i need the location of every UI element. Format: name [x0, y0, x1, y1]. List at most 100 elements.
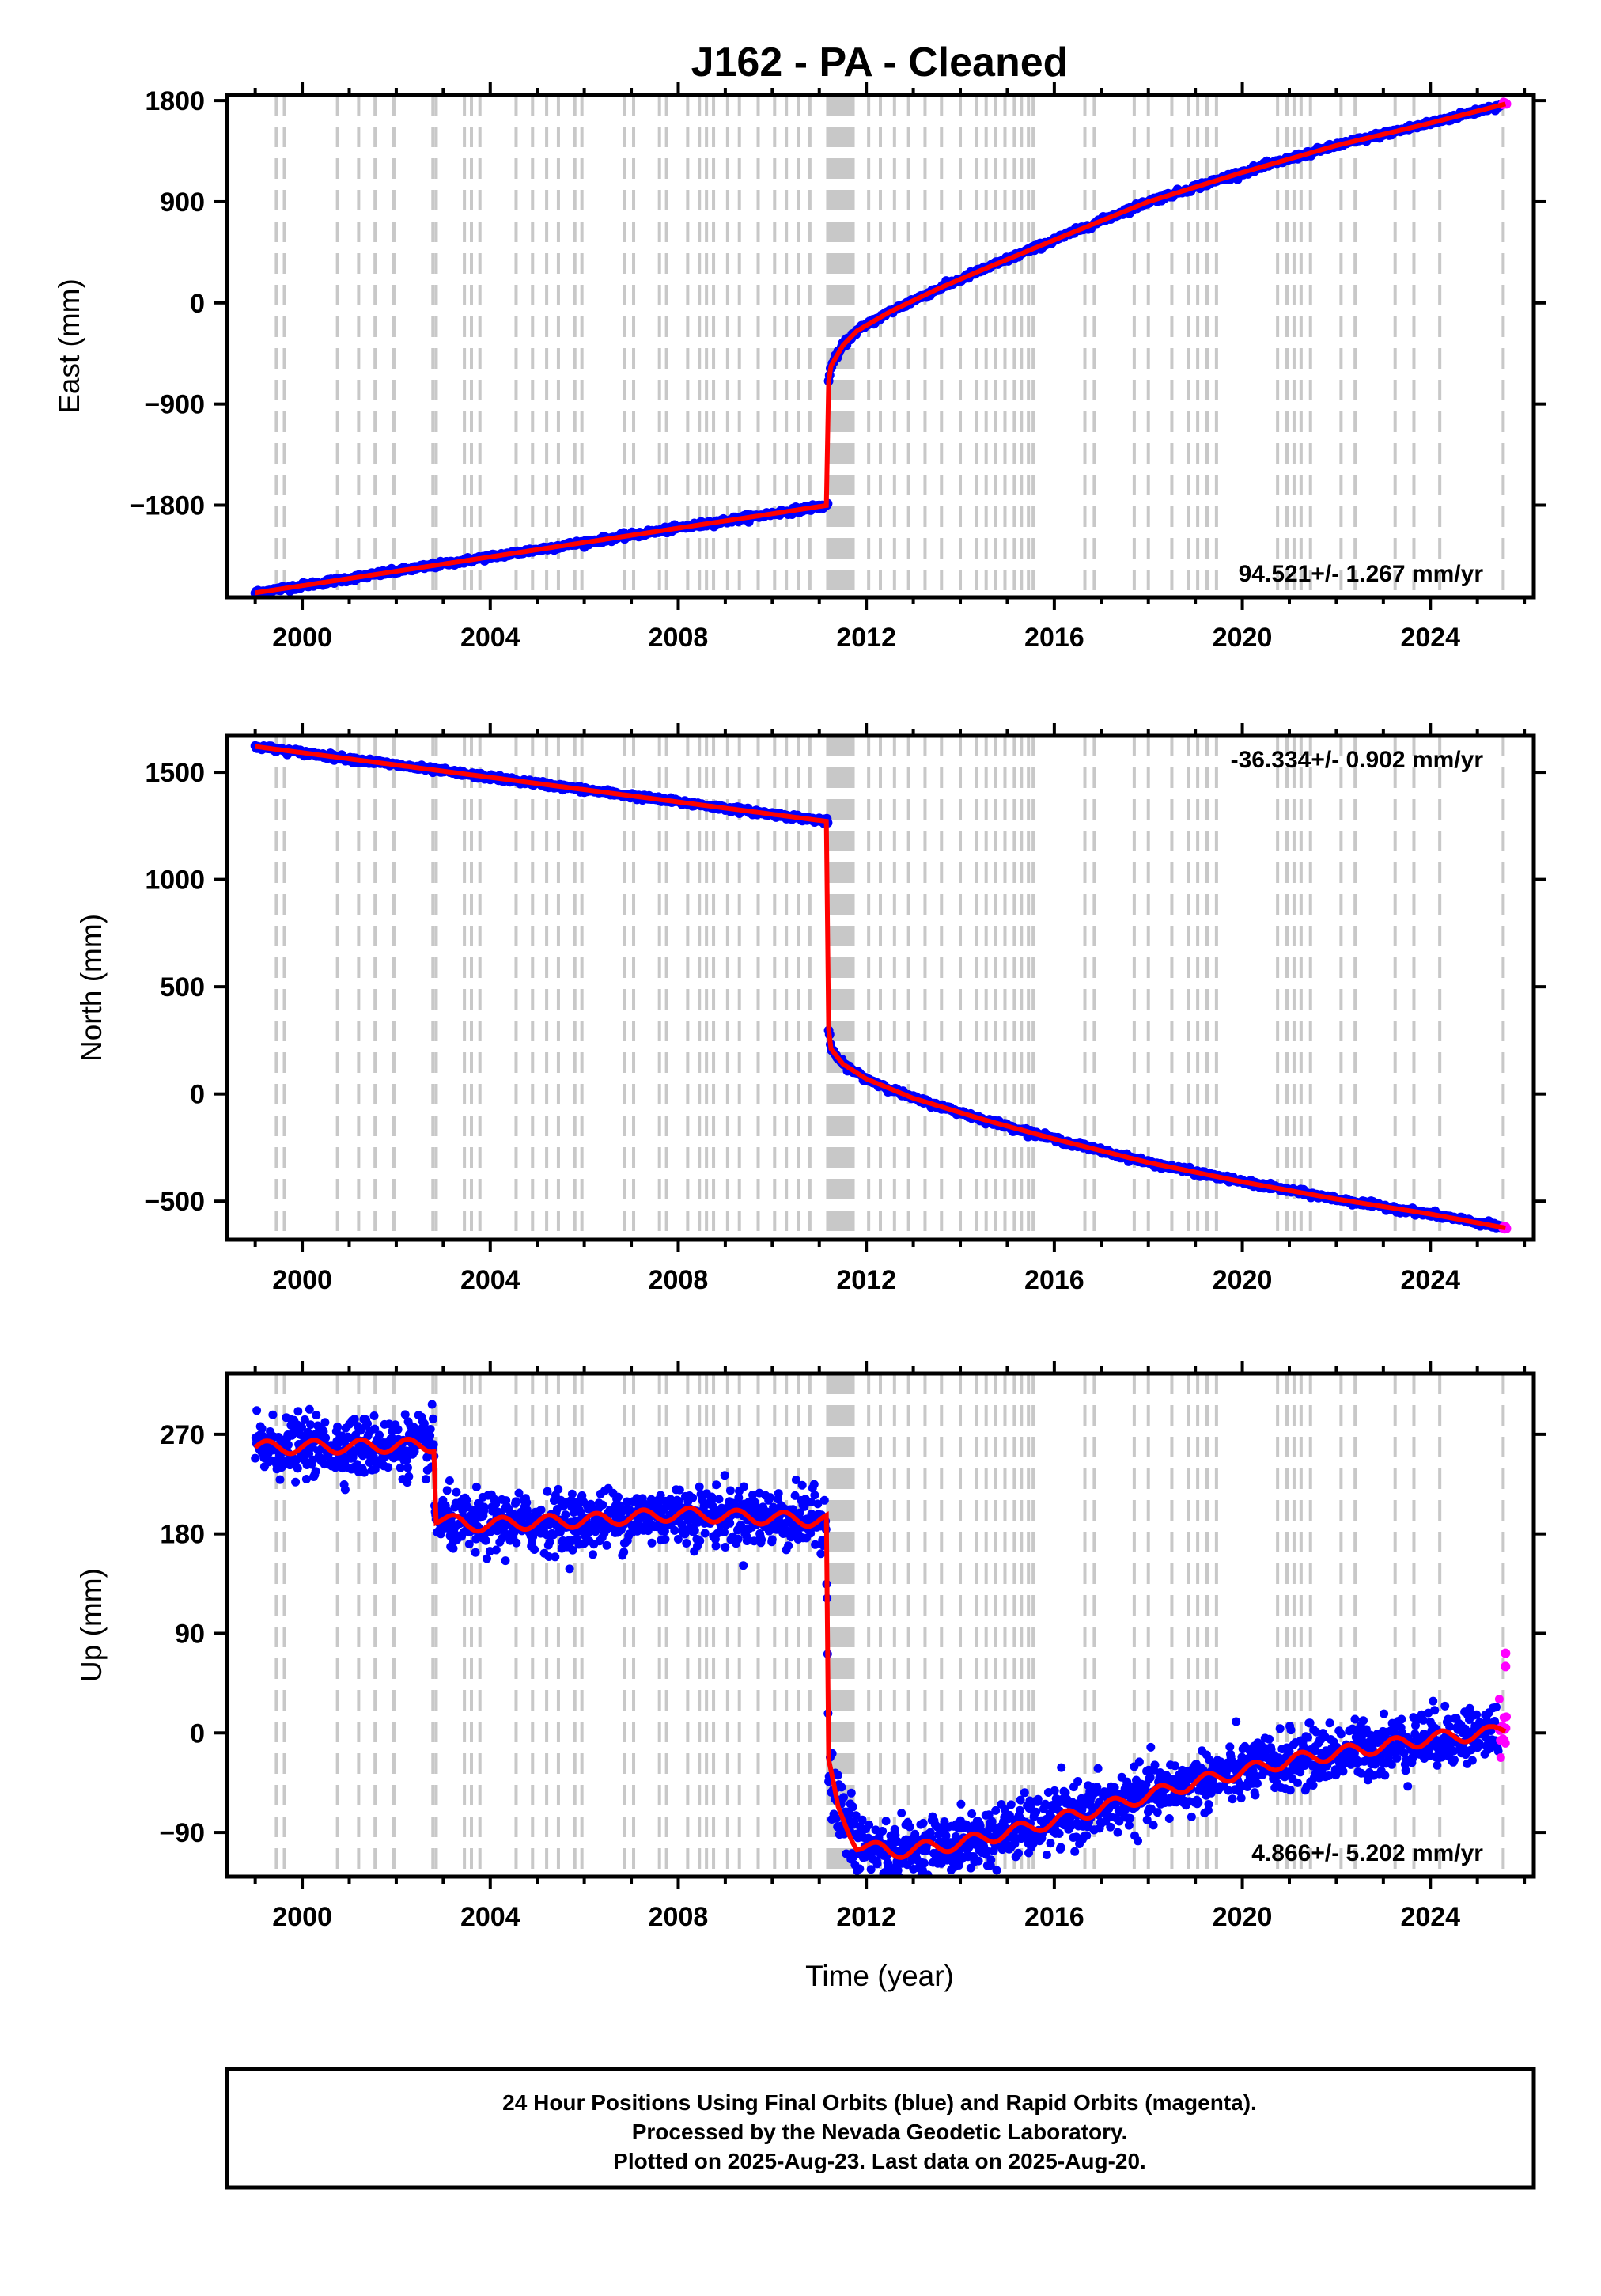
- data-point: [1159, 1791, 1168, 1801]
- data-point: [1149, 1821, 1158, 1830]
- data-point: [481, 1536, 490, 1545]
- data-point: [589, 1550, 597, 1559]
- data-point: [1033, 1794, 1043, 1804]
- data-point: [748, 1491, 757, 1499]
- data-point: [491, 1545, 501, 1555]
- data-point: [1054, 1829, 1064, 1838]
- x-tick-label: 2020: [1213, 623, 1273, 653]
- data-point: [865, 1821, 874, 1829]
- x-tick-label: 2004: [460, 623, 520, 653]
- data-point: [504, 1504, 513, 1514]
- x-tick-label: 2012: [836, 1265, 896, 1295]
- data-point: [311, 1467, 320, 1476]
- data-point: [690, 1525, 699, 1535]
- data-point: [483, 1554, 491, 1563]
- data-point: [851, 1811, 861, 1821]
- data-point: [846, 1788, 856, 1798]
- data-point: [816, 1549, 826, 1559]
- data-point: [800, 1502, 809, 1511]
- data-point: [695, 1482, 704, 1491]
- data-point: [833, 1771, 842, 1780]
- data-point: [567, 1489, 577, 1498]
- data-point: [1145, 1773, 1155, 1783]
- data-point: [1042, 1851, 1051, 1859]
- x-tick-label: 2012: [836, 623, 896, 653]
- y-tick-label: −500: [144, 1187, 205, 1217]
- data-point: [369, 1411, 379, 1420]
- data-point: [813, 1499, 823, 1509]
- data-point: [602, 1540, 611, 1550]
- data-point: [291, 1477, 301, 1487]
- data-point: [471, 1482, 481, 1491]
- data-point: [340, 1485, 350, 1495]
- data-point: [871, 1825, 880, 1835]
- data-point: [914, 1885, 922, 1893]
- data-point: [1056, 1843, 1065, 1852]
- data-point: [1142, 1815, 1152, 1824]
- data-point: [1224, 1786, 1233, 1795]
- data-point: [700, 1529, 710, 1538]
- data-point: [966, 1863, 975, 1873]
- data-point: [427, 1400, 437, 1409]
- data-point: [920, 1858, 929, 1868]
- data-point: [561, 1510, 570, 1520]
- data-point: [421, 1475, 430, 1484]
- data-point: [734, 1493, 744, 1502]
- data-point: [921, 1887, 929, 1896]
- data-point: [343, 1434, 353, 1443]
- data-point: [878, 1827, 888, 1836]
- data-point: [462, 1495, 471, 1505]
- y-axis-label: North (mm): [75, 914, 108, 1062]
- data-point: [784, 1541, 793, 1551]
- data-point: [449, 1544, 458, 1553]
- data-point: [725, 1518, 735, 1528]
- data-point: [992, 1866, 1001, 1875]
- data-point: [350, 1415, 359, 1424]
- x-tick-label: 2000: [272, 623, 332, 653]
- data-point: [471, 1548, 480, 1557]
- data-point: [1106, 1822, 1115, 1832]
- data-point: [1236, 1794, 1246, 1803]
- data-point: [384, 1463, 393, 1472]
- velocity-rate-label: 94.521+/- 1.267 mm/yr: [1239, 561, 1484, 587]
- data-point: [568, 1545, 577, 1555]
- data-point: [1171, 1761, 1179, 1771]
- data-point: [1113, 1828, 1122, 1837]
- data-point: [1057, 1763, 1066, 1772]
- data-point: [1073, 1777, 1083, 1786]
- plot-frame: [225, 93, 1536, 600]
- x-tick-label: 2008: [649, 1265, 709, 1295]
- velocity-rate-label: -36.334+/- 0.902 mm/yr: [1231, 747, 1484, 773]
- data-point: [1061, 1788, 1070, 1798]
- data-point: [252, 1406, 262, 1415]
- data-point: [1194, 1798, 1203, 1807]
- data-point: [396, 1463, 405, 1472]
- data-point: [725, 1486, 735, 1495]
- data-point: [523, 1506, 532, 1515]
- data-point: [321, 1433, 331, 1442]
- data-point: [623, 1497, 632, 1506]
- data-point: [375, 1430, 384, 1440]
- data-point: [991, 1805, 1001, 1815]
- data-point: [733, 1534, 743, 1544]
- x-tick-label: 2020: [1213, 1265, 1273, 1295]
- data-point: [766, 1493, 775, 1502]
- data-point: [695, 1536, 705, 1545]
- data-point: [982, 1847, 992, 1856]
- data-point: [404, 1472, 414, 1481]
- data-point: [306, 1420, 316, 1430]
- y-tick-label: 0: [190, 1080, 205, 1110]
- data-point: [809, 1480, 819, 1489]
- data-point: [656, 1491, 665, 1500]
- data-point: [511, 1497, 520, 1506]
- data-point: [810, 1491, 819, 1500]
- data-point: [522, 1498, 532, 1507]
- data-point: [673, 1535, 683, 1544]
- data-point: [897, 1809, 906, 1818]
- data-point: [403, 1463, 412, 1472]
- data-point: [543, 1487, 552, 1496]
- data-point: [464, 1540, 474, 1549]
- data-point: [536, 1505, 546, 1514]
